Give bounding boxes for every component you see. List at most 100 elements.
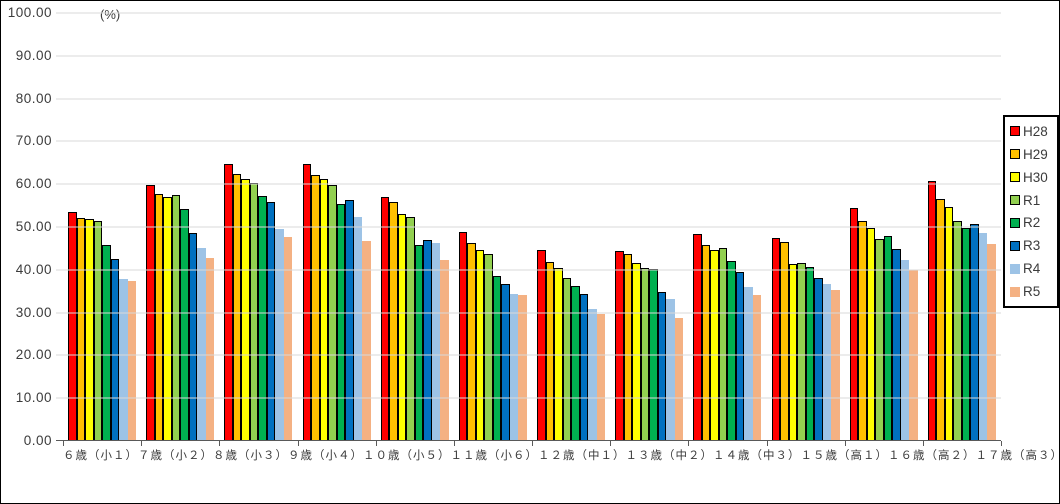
legend-label: H28 <box>1023 123 1048 139</box>
legend-label: H29 <box>1023 146 1048 162</box>
bar-R2 <box>102 245 111 441</box>
bar-H28 <box>380 197 390 441</box>
gridline <box>56 269 1001 271</box>
legend-swatch-R2 <box>1010 217 1020 228</box>
bar-R4 <box>431 243 441 441</box>
y-axis-tick-label: 10.00 <box>15 390 52 406</box>
gridline <box>56 354 1001 356</box>
gridline <box>56 226 1001 228</box>
bar-group <box>219 13 297 441</box>
gridline <box>56 12 1001 14</box>
legend-swatch-H30 <box>1010 172 1020 183</box>
bar-R3 <box>110 259 120 441</box>
bar-H28 <box>458 232 468 441</box>
bar-H30 <box>241 179 250 441</box>
bar-group <box>376 13 454 441</box>
bar-H28 <box>302 164 312 441</box>
bar-H29 <box>311 175 320 441</box>
y-axis-labels: 100.00 90.00 80.00 70.00 60.00 50.00 40.00 30.0… <box>1 5 56 448</box>
bar-R5 <box>440 259 449 441</box>
x-axis-category-label: １７歳（高３） <box>975 450 1060 462</box>
bar-R2 <box>414 244 424 441</box>
bar-R2 <box>571 286 580 441</box>
legend-label: R4 <box>1023 261 1041 277</box>
x-axis-boundary-tick <box>141 441 143 446</box>
x-axis-boundary-tick <box>766 441 768 446</box>
bar-H29 <box>780 241 789 441</box>
bar-R3 <box>345 200 354 441</box>
x-axis-category-label: １３歳（中２） <box>625 450 713 462</box>
legend-swatch-R1 <box>1010 195 1020 206</box>
bar-R4 <box>509 294 519 441</box>
bar-R2 <box>961 228 971 441</box>
x-axis-category-label: １０歳（小５） <box>363 450 451 462</box>
bar-H30 <box>397 214 407 441</box>
y-axis-tick-label: 40.00 <box>15 261 52 277</box>
legend-swatch-R5 <box>1010 286 1020 297</box>
bar-R1 <box>484 254 493 441</box>
bar-R1 <box>953 221 962 441</box>
bar-R3 <box>735 271 745 441</box>
bar-H28 <box>146 185 155 441</box>
bar-R3 <box>970 224 979 441</box>
x-axis-labels: ６歳（小１） ７歳（小２） ８歳（小３） ９歳（小４） １０歳（小５） １１歳（小６） １２… <box>63 447 1059 463</box>
y-axis-tick-label: 50.00 <box>15 219 52 235</box>
bar-R2 <box>180 209 189 441</box>
bar-H30 <box>632 262 641 441</box>
x-axis-boundary-tick <box>453 441 455 446</box>
plot-area <box>56 12 1002 446</box>
bar-R2 <box>727 260 736 441</box>
y-axis-tick-label: 80.00 <box>15 90 52 106</box>
legend-item-R3: R3 <box>1010 238 1055 253</box>
x-axis-category-label: １６歳（高２） <box>888 450 976 462</box>
bar-H28 <box>615 250 624 441</box>
x-axis-boundary-tick <box>375 441 377 446</box>
gridline <box>56 55 1001 57</box>
y-axis-tick-label: 90.00 <box>15 47 52 63</box>
legend-item-R1: R1 <box>1010 193 1055 208</box>
legend-label: R3 <box>1023 238 1041 254</box>
y-axis-unit-label: (%) <box>100 7 121 22</box>
bar-R1 <box>797 262 806 441</box>
x-axis-boundary-tick <box>63 441 64 446</box>
bar-R4 <box>900 260 910 441</box>
x-axis-boundary-tick <box>1001 441 1002 446</box>
bar-R2 <box>258 196 267 441</box>
bar-R5 <box>518 295 527 441</box>
bar-R5 <box>831 289 840 441</box>
bar-H29 <box>154 194 164 441</box>
bar-R4 <box>119 279 128 441</box>
bar-H30 <box>866 227 876 441</box>
legend-swatch-H29 <box>1010 149 1020 160</box>
bar-H29 <box>623 253 633 441</box>
legend: H28 H29 H30 R1 R2 R3 R4 R5 <box>1003 115 1059 308</box>
bar-R2 <box>492 275 502 441</box>
legend-item-H30: H30 <box>1010 170 1055 185</box>
bar-R5 <box>283 237 293 441</box>
bar-R5 <box>362 240 371 441</box>
gridline <box>56 183 1001 185</box>
bar-R1 <box>406 217 415 441</box>
bar-R4 <box>353 217 363 441</box>
x-axis-boundary-tick <box>844 441 846 446</box>
x-axis-line <box>56 439 1001 441</box>
bar-H28 <box>927 181 937 441</box>
x-axis-category-label: １１歳（小６） <box>450 450 538 462</box>
bar-H29 <box>232 173 242 441</box>
bar-H28 <box>224 164 233 441</box>
bar-R1 <box>171 194 181 441</box>
bar-H30 <box>710 250 719 441</box>
y-axis-tick-label: 60.00 <box>15 176 52 192</box>
bar-R5 <box>674 317 684 441</box>
legend-label: H30 <box>1023 169 1048 185</box>
y-axis-tick-label: 70.00 <box>15 133 52 149</box>
bar-R5 <box>596 314 606 441</box>
bar-R4 <box>978 232 988 441</box>
bar-H29 <box>76 217 86 441</box>
bar-H28 <box>537 250 546 441</box>
x-axis-category-label: ７歳（小２） <box>138 450 213 462</box>
bar-group <box>767 13 845 441</box>
bar-H30 <box>163 196 172 441</box>
gridline <box>56 98 1001 100</box>
